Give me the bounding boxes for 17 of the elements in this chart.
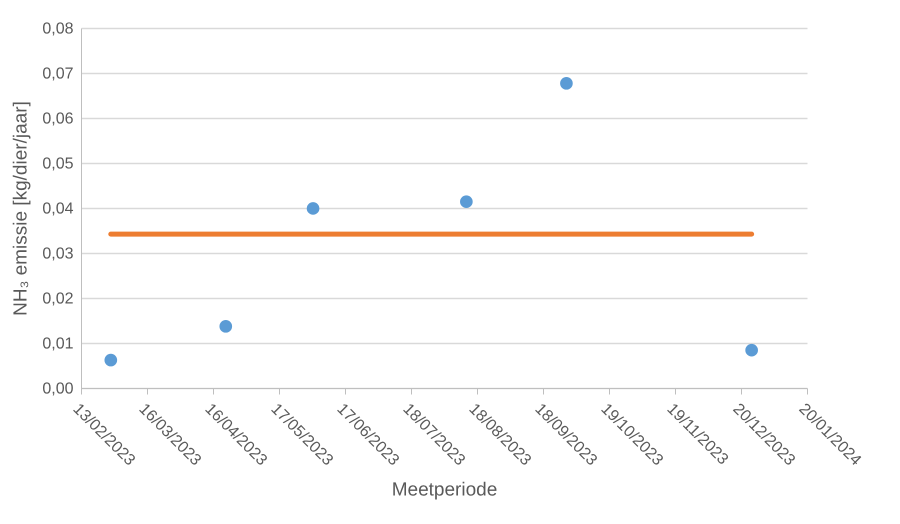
y-tick-label: 0,08 bbox=[42, 20, 74, 38]
point bbox=[460, 195, 473, 208]
point bbox=[104, 354, 118, 366]
y-tick-label: 0,03 bbox=[42, 246, 74, 262]
y-tick-label: 0,02 bbox=[42, 290, 74, 308]
y-axis-title: NH₃ emissie [kg/dier/jaar] bbox=[10, 101, 32, 316]
y-tick-label: 0,07 bbox=[42, 66, 74, 82]
y-tick-label: 0,05 bbox=[42, 156, 74, 172]
point bbox=[560, 77, 573, 90]
y-tick-label: 0,00 bbox=[42, 380, 74, 398]
y-tick-label: 0,06 bbox=[42, 110, 74, 128]
point bbox=[745, 344, 758, 357]
y-tick-label: 0,04 bbox=[42, 200, 74, 218]
point bbox=[219, 320, 232, 333]
x-axis-title: Meetperiode bbox=[392, 479, 498, 500]
point bbox=[306, 202, 320, 215]
y-tick-label: 0,01 bbox=[42, 336, 74, 352]
